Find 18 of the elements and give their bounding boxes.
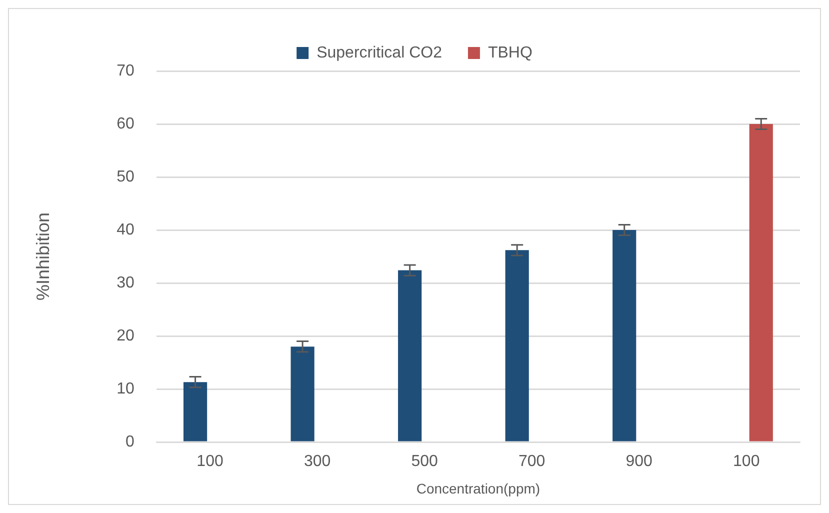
legend-label: Supercritical CO2 <box>316 44 442 62</box>
y-tick-label: 0 <box>125 433 134 450</box>
x-axis-title: Concentration(ppm) <box>416 480 540 496</box>
y-tick-label: 50 <box>116 168 134 186</box>
y-tick-label: 40 <box>116 221 134 238</box>
y-tick-label: 20 <box>116 327 134 344</box>
x-tick-label: 700 <box>518 453 546 470</box>
x-tick-label: 500 <box>411 453 438 470</box>
legend-label: TBHQ <box>488 44 532 62</box>
y-tick-label: 60 <box>116 115 134 132</box>
y-tick-label: 10 <box>116 380 134 398</box>
x-tick-label: 300 <box>304 453 331 470</box>
y-axis-title: %Inhibition <box>32 212 53 301</box>
y-tick-label: 30 <box>116 274 134 292</box>
x-tick-label: 900 <box>626 453 653 470</box>
y-tick-label: 70 <box>116 62 134 80</box>
x-tick-label: 100 <box>733 453 760 470</box>
x-tick-label: 100 <box>196 453 224 470</box>
